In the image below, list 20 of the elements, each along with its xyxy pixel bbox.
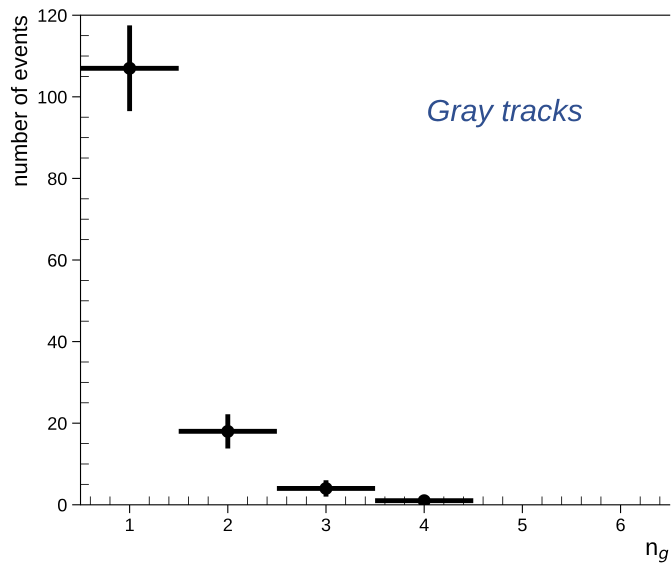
y-tick-label: 20 xyxy=(48,417,67,430)
x-tick-label: 2 xyxy=(224,518,232,532)
point xyxy=(418,494,431,505)
x-tick-label: 6 xyxy=(616,518,625,532)
x-tick-label: 1 xyxy=(126,518,134,532)
point xyxy=(319,482,332,495)
x-tick-label: 5 xyxy=(518,518,527,532)
y-tick-label: 40 xyxy=(48,336,67,348)
x-tick-label: 3 xyxy=(322,518,330,532)
point xyxy=(221,424,234,438)
y-tick-label: 60 xyxy=(48,254,67,267)
x-tick-label: 4 xyxy=(420,518,429,532)
y-tick-label: 120 xyxy=(38,9,67,22)
y-axis-title: number of events xyxy=(10,16,28,186)
point xyxy=(123,62,136,75)
y-tick-label: 80 xyxy=(48,172,67,186)
annotation: Gray tracks xyxy=(428,98,582,128)
x-axis-title: n$_{g}$ xyxy=(646,542,668,562)
y-tick-label: 100 xyxy=(38,90,67,104)
y-tick-label: 0 xyxy=(58,498,67,512)
